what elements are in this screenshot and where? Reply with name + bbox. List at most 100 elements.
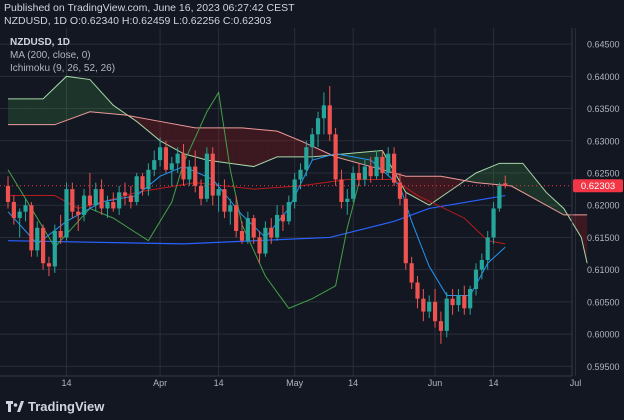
cloud-segment <box>476 170 482 184</box>
tradingview-wordmark: TradingView <box>28 399 105 414</box>
x-tick-label: 14 <box>348 378 358 388</box>
cloud-segment <box>13 98 20 125</box>
cloud-segment <box>60 76 67 123</box>
y-tick-label: 0.64500 <box>587 40 620 50</box>
cloud-segment <box>72 77 79 119</box>
candle-body <box>239 231 245 241</box>
cloud-segment <box>84 78 90 114</box>
candle-body <box>333 134 338 180</box>
candle-body <box>228 205 233 212</box>
x-tick-label: Jul <box>570 378 582 388</box>
candles <box>5 86 508 344</box>
candle-body <box>392 153 397 183</box>
cloud-segment <box>487 165 494 185</box>
cloud-segment <box>8 98 14 125</box>
candle-body <box>169 163 174 170</box>
cloud-segment <box>160 121 166 144</box>
cloud-segment <box>107 98 114 114</box>
candle-body <box>351 173 356 199</box>
candle-body <box>304 147 309 170</box>
ma200-line <box>7 194 506 245</box>
cloud-segment <box>78 77 85 117</box>
y-tick-label: 0.60500 <box>587 297 620 307</box>
y-tick-label: 0.61000 <box>587 265 620 275</box>
cloud-segment <box>48 87 55 125</box>
cloud-segment <box>218 127 225 163</box>
cloud-segment <box>224 127 231 164</box>
chart-area[interactable]: 0.64500 0.64000 0.63500 0.63000 0.62500 0.620… <box>0 28 624 392</box>
legend-ichimoku[interactable]: Ichimoku (9, 26, 52, 26) <box>10 63 116 74</box>
candle-body <box>152 160 157 170</box>
cloud-segment <box>136 117 143 127</box>
candle-body <box>111 202 116 209</box>
candle-body <box>99 189 104 209</box>
candle-body <box>269 227 274 238</box>
candle-body <box>204 153 209 199</box>
candle-body <box>473 269 479 289</box>
cloud-segment <box>399 174 406 193</box>
candle-body <box>450 298 455 306</box>
cloud-segment <box>522 163 529 196</box>
cloud-segment <box>493 163 500 185</box>
x-tick-label: 14 <box>61 378 71 388</box>
candle-body <box>280 214 286 222</box>
candle-body <box>409 263 414 283</box>
tenkan-line <box>7 153 506 296</box>
candle-body <box>64 189 69 238</box>
candle-body <box>193 166 198 186</box>
cloud-segment <box>95 86 102 113</box>
candle-body <box>41 227 46 264</box>
y-tick-label: 0.62000 <box>587 201 620 211</box>
candle-body <box>315 118 321 135</box>
y-tick-label: 0.59500 <box>587 362 620 372</box>
tradingview-logo[interactable]: TradingView <box>6 399 104 414</box>
cloud-segment <box>247 128 254 167</box>
cloud-segment <box>563 208 570 219</box>
cloud-segment <box>575 214 582 238</box>
cloud-segment <box>43 93 49 125</box>
candle-body <box>17 211 22 219</box>
cloud-segment <box>154 120 161 141</box>
cloud-segment <box>429 176 436 206</box>
cloud-segment <box>581 214 588 264</box>
candle-body <box>81 195 87 215</box>
candle-body <box>158 147 163 161</box>
candle-body <box>105 202 110 209</box>
price-chart[interactable]: 0.64500 0.64000 0.63500 0.63000 0.62500 0.620… <box>0 28 624 392</box>
candle-body <box>497 185 502 209</box>
candle-body <box>23 205 28 212</box>
cloud-segment <box>19 98 26 125</box>
candle-body <box>286 202 291 222</box>
cloud-segment <box>312 146 319 157</box>
indicator-legend: NZDUSD, 1D MA (200, close, 0) Ichimoku (… <box>10 36 115 75</box>
published-line: Published on TradingView.com, June 16, 2… <box>4 2 295 14</box>
cloud-segment <box>54 81 61 125</box>
cloud-segment <box>236 127 242 165</box>
candle-body <box>210 153 215 196</box>
cloud-segment <box>230 127 237 165</box>
cloud-segment <box>142 118 149 132</box>
cloud-segment <box>31 98 38 125</box>
candle-body <box>380 156 385 173</box>
cloud-segment <box>113 105 120 115</box>
candle-body <box>187 166 192 180</box>
chikou-line <box>7 91 360 309</box>
candle-body <box>503 183 508 186</box>
candle-body <box>298 169 303 180</box>
cloud-segment <box>318 148 324 157</box>
candle-body <box>58 231 63 238</box>
y-tick-label: 0.60000 <box>587 330 620 340</box>
candle-body <box>339 179 344 202</box>
cloud-segment <box>265 130 272 162</box>
candle-body <box>5 185 11 202</box>
ichimoku-cloud <box>8 76 588 264</box>
candle-body <box>52 231 57 267</box>
y-tick-label: 0.63000 <box>587 136 620 146</box>
x-tick-label: 14 <box>489 378 499 388</box>
senkou-span-b-line <box>8 111 588 216</box>
legend-ma[interactable]: MA (200, close, 0) <box>10 50 91 61</box>
candle-body <box>356 173 362 180</box>
candle-body <box>427 301 432 312</box>
cloud-segment <box>470 173 476 183</box>
candle-body <box>146 169 151 190</box>
